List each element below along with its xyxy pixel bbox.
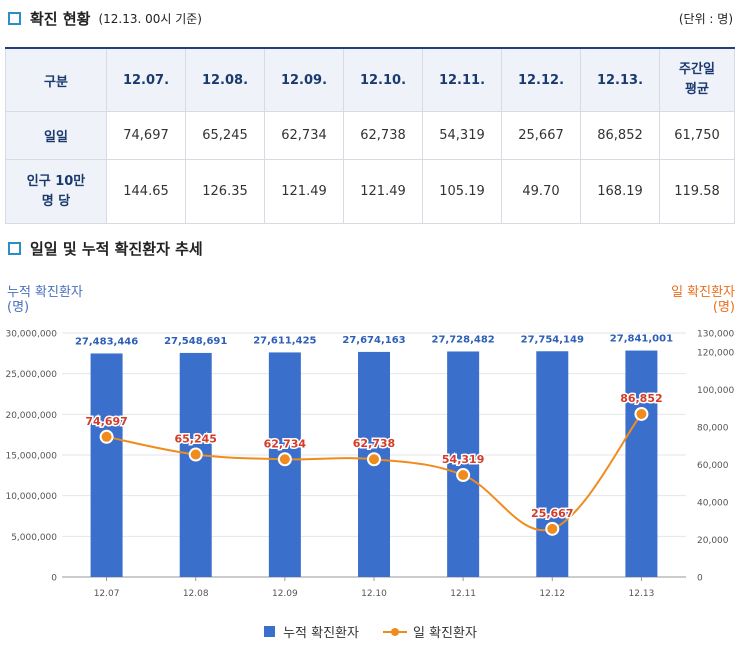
right-tick-label: 100,000 [697,386,734,396]
stats-table: 구분 12.07. 12.08. 12.09. 12.10. 12.11. 12… [5,47,735,224]
left-tick-label: 30,000,000 [5,330,57,340]
table-cell: 126.35 [185,159,265,224]
x-tick-label: 12.12 [539,589,565,599]
line-data-label: 54,319 [442,453,484,466]
table-cell: 61,750 [659,111,735,160]
line-point [456,468,471,483]
left-tick-label: 15,000,000 [5,452,57,462]
table-cell: 54,319 [422,111,502,160]
line-marker-swatch-icon [382,627,407,636]
line-point [99,429,114,444]
bar [447,351,480,577]
right-tick-label: 40,000 [697,498,729,508]
left-tick-label: 5,000,000 [11,533,57,543]
line-data-label: 62,738 [353,437,395,450]
bar [536,351,569,577]
line-data-label: 62,734 [264,437,307,450]
bar-data-label: 27,841,001 [610,334,673,345]
right-tick-label: 130,000 [697,330,734,340]
bar-swatch-icon [264,626,276,637]
bar [90,353,123,577]
right-axis-label-line2: (명) [712,300,735,315]
table-cell: 121.49 [264,159,344,224]
square-bullet-icon [8,242,21,255]
legend-label: 누적 확진환자 [283,626,359,641]
x-tick-label: 12.09 [272,589,298,599]
legend-item-cumulative: 누적 확진환자 [264,622,359,641]
right-tick-label: 60,000 [697,461,729,471]
left-axis-label-line2: (명) [7,300,30,315]
chart-title: 일일 및 누적 확진환자 추세 [30,240,203,258]
left-tick-label: 20,000,000 [5,411,57,421]
row-label: 일일 [5,111,107,160]
table-header-cell: 주간일 평균 [659,47,735,112]
legend-item-daily: 일 확진환자 [382,622,477,641]
table-cell: 49.70 [501,159,581,224]
table-cell: 119.58 [659,159,735,224]
bar-data-label: 27,728,482 [432,334,495,345]
table-cell: 144.65 [106,159,186,224]
right-axis-label: 일 확진환자 (명) [671,285,735,315]
table-header-cell: 12.12. [501,47,581,112]
row-label: 인구 10만 명 당 [5,159,107,224]
table-cell: 65,245 [185,111,265,160]
chart-legend: 누적 확진환자 일 확진환자 [0,622,741,641]
section-subtitle: (12.13. 00시 기준) [98,12,202,26]
line-data-label: 74,697 [85,415,127,428]
table-header-cell: 12.10. [343,47,423,112]
left-tick-label: 0 [51,574,57,584]
section-header-status: 확진 현황 (12.13. 00시 기준) [8,8,202,29]
table-header-cell: 12.08. [185,47,265,112]
table-cell: 105.19 [422,159,502,224]
x-tick-label: 12.13 [629,589,655,599]
square-bullet-icon [8,12,21,25]
left-tick-label: 25,000,000 [5,370,57,380]
table-row: 일일 74,697 65,245 62,734 62,738 54,319 25… [5,111,735,160]
right-tick-label: 0 [697,574,703,584]
bar-data-label: 27,754,149 [521,334,584,345]
section-header-trend: 일일 및 누적 확진환자 추세 [8,238,203,259]
line-point [367,452,381,467]
table-header-cell: 12.07. [106,47,186,112]
right-tick-label: 20,000 [697,536,729,546]
left-axis-label: 누적 확진환자 (명) [7,285,83,315]
right-axis-label-line1: 일 확진환자 [671,285,735,300]
x-tick-label: 12.10 [361,589,387,599]
line-point [545,521,560,536]
table-header-cell: 구분 [5,47,107,112]
table-header-cell: 12.11. [422,47,502,112]
x-tick-label: 12.08 [183,589,209,599]
bar-data-label: 27,483,446 [75,336,138,347]
table-cell: 25,667 [501,111,581,160]
bar-data-label: 27,548,691 [164,336,227,347]
section-title: 확진 현황 [30,10,91,28]
line-point [277,452,292,467]
line-point [634,406,649,421]
line-point [188,447,203,462]
table-header-row: 구분 12.07. 12.08. 12.09. 12.10. 12.11. 12… [5,47,735,112]
left-axis-label-line1: 누적 확진환자 [7,285,83,300]
line-data-label: 25,667 [531,507,573,520]
right-tick-label: 80,000 [697,423,729,433]
line-data-label: 65,245 [174,433,216,446]
line-data-label: 86,852 [620,392,662,405]
unit-label: (단위 : 명) [678,12,733,26]
bar-data-label: 27,611,425 [253,335,316,346]
bar [179,352,212,577]
x-tick-label: 12.07 [94,589,120,599]
bar [625,350,658,577]
x-tick-label: 12.11 [450,589,476,599]
table-cell: 168.19 [580,159,660,224]
bar-data-label: 27,674,163 [342,335,405,346]
table-row: 인구 10만 명 당 144.65 126.35 121.49 121.49 1… [5,159,735,224]
table-cell: 86,852 [580,111,660,160]
legend-label: 일 확진환자 [412,626,477,641]
table-cell: 62,738 [343,111,423,160]
left-tick-label: 10,000,000 [5,492,57,502]
right-tick-label: 120,000 [697,348,734,358]
table-cell: 62,734 [264,111,344,160]
